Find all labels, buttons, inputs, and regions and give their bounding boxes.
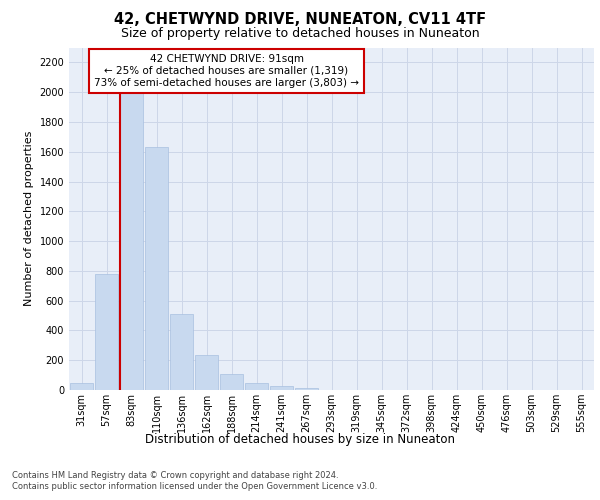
- Bar: [120, 78, 143, 390]
- Bar: [295, 388, 318, 390]
- Text: 42 CHETWYND DRIVE: 91sqm
← 25% of detached houses are smaller (1,319)
73% of sem: 42 CHETWYND DRIVE: 91sqm ← 25% of detach…: [94, 54, 359, 88]
- Text: Size of property relative to detached houses in Nuneaton: Size of property relative to detached ho…: [121, 28, 479, 40]
- Text: 42, CHETWYND DRIVE, NUNEATON, CV11 4TF: 42, CHETWYND DRIVE, NUNEATON, CV11 4TF: [114, 12, 486, 28]
- Text: Contains public sector information licensed under the Open Government Licence v3: Contains public sector information licen…: [12, 482, 377, 491]
- Bar: [270, 386, 293, 390]
- Bar: [195, 355, 218, 390]
- Bar: [95, 274, 118, 390]
- Bar: [70, 382, 93, 390]
- Bar: [220, 374, 243, 390]
- Text: Contains HM Land Registry data © Crown copyright and database right 2024.: Contains HM Land Registry data © Crown c…: [12, 471, 338, 480]
- Text: Distribution of detached houses by size in Nuneaton: Distribution of detached houses by size …: [145, 432, 455, 446]
- Bar: [245, 382, 268, 390]
- Bar: [170, 314, 193, 390]
- Y-axis label: Number of detached properties: Number of detached properties: [24, 131, 34, 306]
- Bar: [145, 148, 168, 390]
